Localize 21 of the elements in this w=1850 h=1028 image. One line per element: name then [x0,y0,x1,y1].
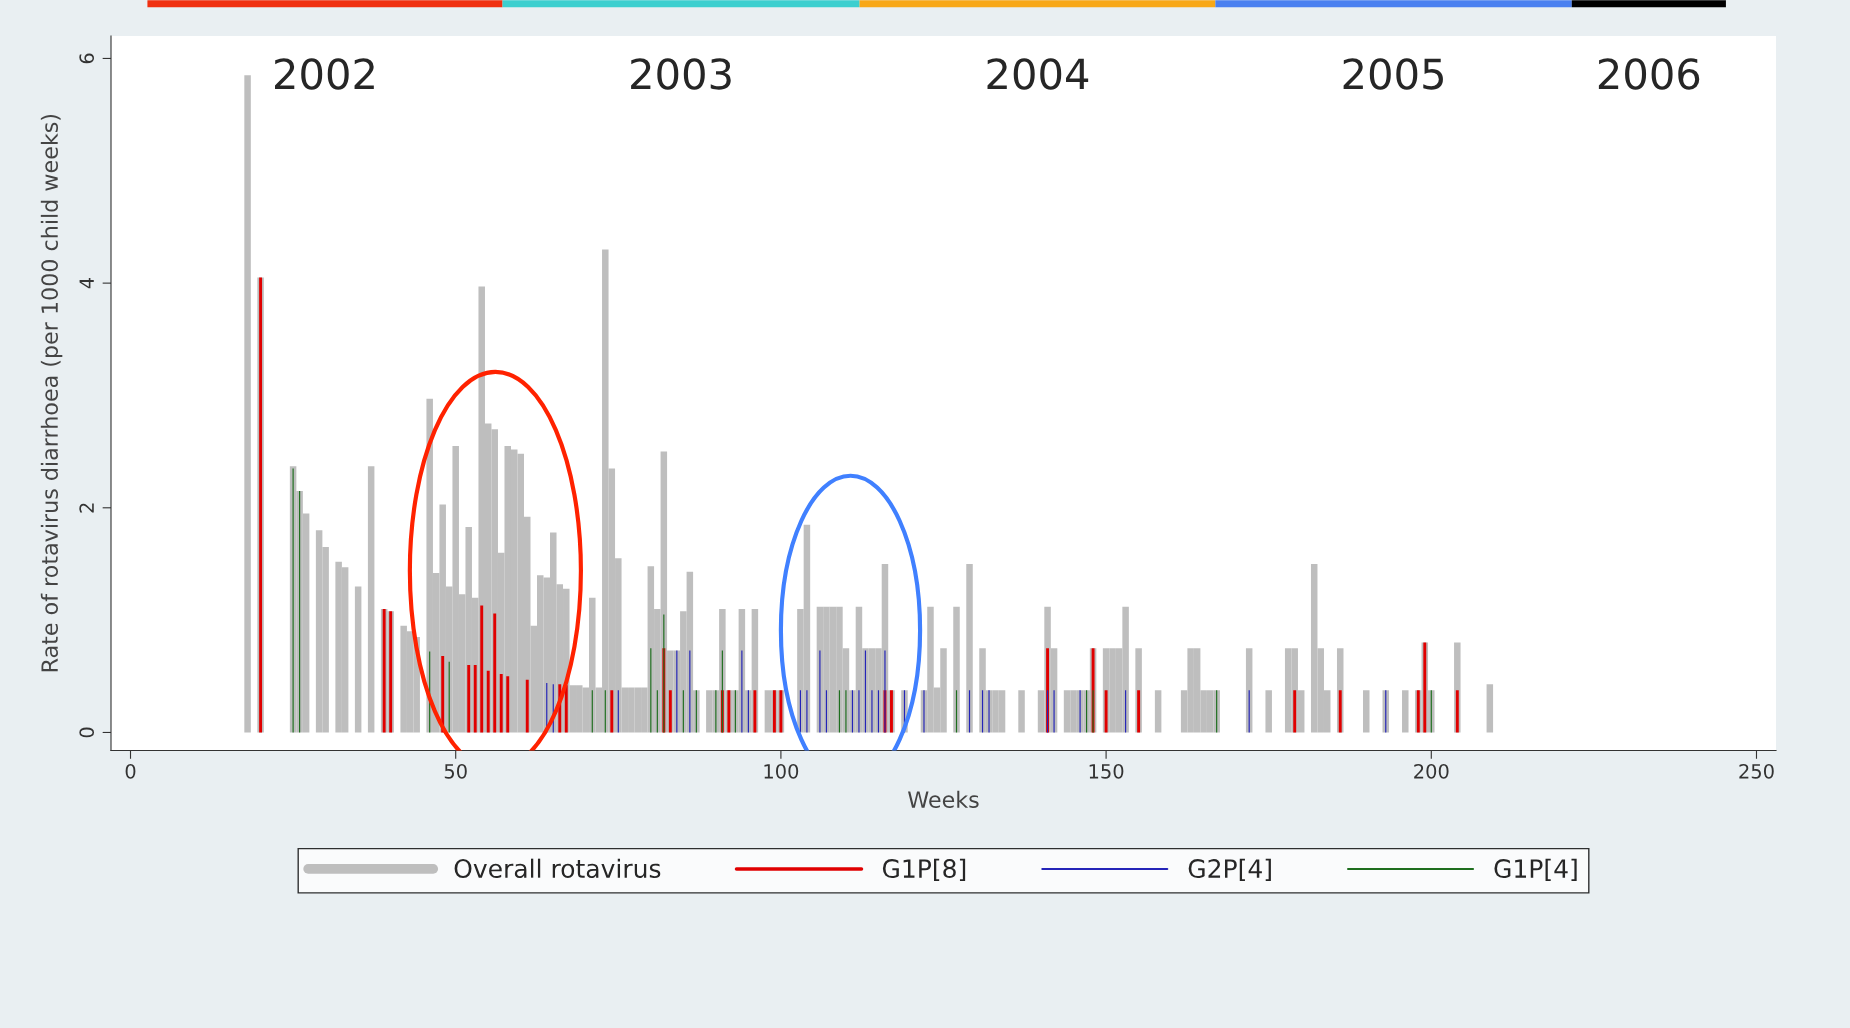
legend-label: Overall rotavirus [454,858,661,879]
legend-label: G2P[4] [1188,858,1271,881]
y-tick-label: 2 [79,503,94,513]
x-tick-label: 150 [1089,763,1124,779]
x-tick-label: 50 [444,763,467,779]
y-tick-label: 4 [79,278,94,289]
x-axis-title: Weeks [908,790,979,808]
legend-label: G1P[8] [882,858,966,881]
x-tick-label: 100 [764,763,799,779]
annotation: 2006 [1598,58,1700,90]
y-tick-label: 6 [79,53,95,64]
annotation: 2004 [987,58,1089,90]
annotation: 2002 [275,58,374,90]
annotation: 2005 [1343,58,1443,90]
x-tick-label: 0 [125,763,136,779]
y-tick-label: 0 [79,727,95,738]
y-axis-title: Rate of rotavirus diarrhoea (per 1000 child weeks) [40,114,63,672]
legend-label: G1P[4] [1494,858,1577,881]
annotation: 2003 [631,58,731,90]
x-tick-label: 200 [1414,763,1449,779]
x-tick-label: 250 [1739,763,1774,779]
